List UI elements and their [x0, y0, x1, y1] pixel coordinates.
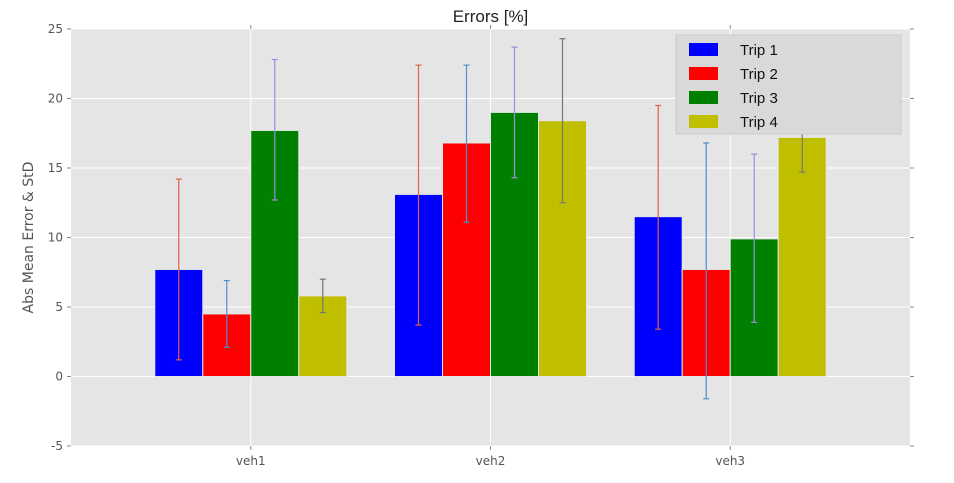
legend-swatch	[689, 115, 718, 128]
legend-swatch	[689, 43, 718, 56]
x-tick-label: veh2	[476, 454, 506, 468]
error-bars	[175, 38, 806, 400]
x-tick-label: veh3	[715, 454, 745, 468]
y-tick-label: 0	[55, 370, 63, 384]
legend-label: Trip 3	[740, 90, 778, 107]
legend-swatch	[689, 67, 718, 80]
bar	[777, 136, 827, 377]
x-tick-label: veh1	[236, 454, 266, 468]
y-tick-label: 15	[48, 161, 63, 175]
y-tick-label: 25	[48, 22, 63, 36]
legend-label: Trip 2	[740, 66, 778, 83]
legend: Trip 1 Trip 2 Trip 3 Trip 4	[675, 34, 902, 135]
legend-label: Trip 1	[740, 42, 778, 59]
chart-title: Errors [%]	[453, 7, 529, 26]
y-tick-label: -5	[51, 439, 63, 453]
axis-ticks: -5 0 5 10 15 20 25 veh1 veh2 veh3	[48, 22, 914, 468]
y-axis-title: Abs Mean Error & StD	[21, 162, 37, 314]
legend-label: Trip 4	[740, 114, 778, 131]
y-tick-label: 5	[55, 300, 63, 314]
legend-swatch	[689, 91, 718, 104]
y-tick-label: 20	[48, 92, 63, 106]
bar	[298, 295, 348, 378]
y-tick-label: 10	[48, 231, 63, 245]
